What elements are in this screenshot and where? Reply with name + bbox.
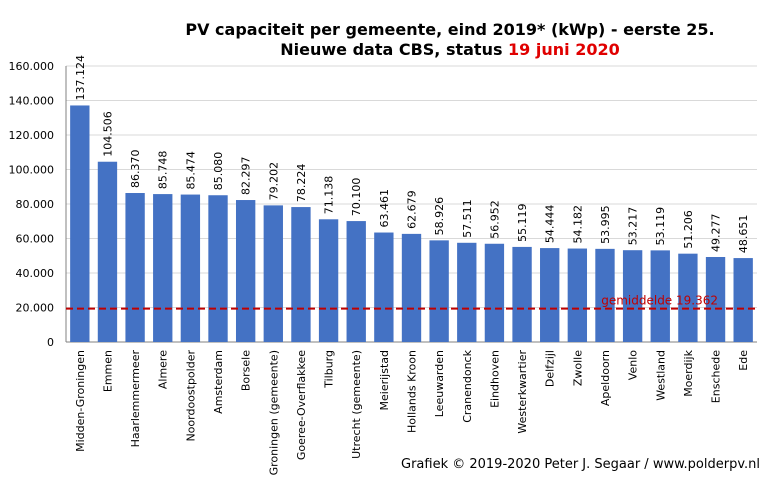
credit-text: Grafiek © 2019-2020 Peter J. Segaar / ww… bbox=[401, 457, 760, 472]
category-label: Westland bbox=[654, 350, 667, 401]
chart-title-line2-prefix: Nieuwe data CBS, status bbox=[280, 40, 508, 59]
category-label: Goeree-Overflakkee bbox=[295, 350, 308, 460]
bar bbox=[622, 250, 643, 342]
data-label: 70.100 bbox=[350, 178, 363, 217]
data-label: 85.080 bbox=[212, 152, 225, 191]
category-label: Noordoostpolder bbox=[184, 350, 197, 442]
category-label: Venlo bbox=[627, 350, 640, 380]
bar bbox=[346, 221, 366, 342]
category-label: Borsele bbox=[240, 350, 253, 391]
data-label: 104.506 bbox=[101, 111, 114, 156]
y-tick-label: 0 bbox=[47, 336, 54, 349]
data-label: 71.138 bbox=[323, 176, 336, 215]
y-tick-label: 100.000 bbox=[9, 164, 55, 177]
chart-title-date: 19 juni 2020 bbox=[508, 40, 620, 59]
data-label: 54.444 bbox=[544, 205, 557, 244]
bar bbox=[678, 253, 698, 342]
category-label: Eindhoven bbox=[488, 350, 501, 408]
bar bbox=[235, 200, 256, 342]
data-label: 55.119 bbox=[516, 203, 529, 242]
bar bbox=[97, 161, 118, 342]
data-label: 62.679 bbox=[406, 190, 419, 229]
category-label: Apeldoorn bbox=[599, 350, 612, 406]
bar bbox=[263, 205, 283, 342]
bar bbox=[70, 105, 90, 343]
bar bbox=[650, 250, 670, 342]
bar bbox=[153, 194, 173, 342]
bar bbox=[567, 248, 588, 342]
y-tick-label: 80.000 bbox=[16, 198, 55, 211]
y-axis-ticks: 0 20.000 40.000 60.000 80.000 100.000 120.000 1… bbox=[9, 60, 55, 349]
category-label: Westerkwartier bbox=[516, 350, 529, 434]
category-label: Hollands Kroon bbox=[406, 350, 419, 433]
category-label: Cranendonck bbox=[461, 349, 474, 422]
data-label: 54.182 bbox=[571, 205, 584, 244]
category-label: Amsterdam bbox=[212, 350, 225, 414]
average-label: gemiddelde 19.362 bbox=[601, 294, 718, 308]
data-label: 53.119 bbox=[654, 207, 667, 246]
bar bbox=[125, 193, 145, 342]
data-label: 63.461 bbox=[378, 189, 391, 228]
category-label: Moerdijk bbox=[682, 349, 695, 396]
category-label: Zwolle bbox=[571, 350, 584, 386]
bar bbox=[401, 233, 422, 342]
category-label: Groningen (gemeente) bbox=[267, 350, 280, 475]
bars bbox=[70, 105, 753, 343]
data-label: 79.202 bbox=[267, 162, 280, 201]
bar bbox=[208, 195, 228, 342]
category-labels: Midden-Groningen Emmen Haarlemmermeer Almer… bbox=[74, 349, 750, 475]
category-label: Emmen bbox=[101, 350, 114, 392]
data-label: 48.651 bbox=[737, 215, 750, 254]
bar bbox=[318, 219, 339, 342]
data-label: 49.277 bbox=[710, 213, 723, 252]
bar bbox=[512, 246, 532, 342]
bar bbox=[374, 232, 394, 342]
data-label: 82.297 bbox=[240, 157, 253, 196]
data-label: 85.748 bbox=[157, 151, 170, 190]
category-label: Midden-Groningen bbox=[74, 350, 87, 452]
category-label: Meierijstad bbox=[378, 350, 391, 410]
data-label: 53.995 bbox=[599, 205, 612, 244]
bar bbox=[429, 240, 449, 342]
data-label: 51.206 bbox=[682, 210, 695, 249]
y-tick-label: 120.000 bbox=[9, 129, 55, 142]
category-label: Haarlemmermeer bbox=[129, 350, 142, 448]
data-label: 56.952 bbox=[488, 200, 501, 239]
category-label: Utrecht (gemeente) bbox=[350, 350, 363, 459]
data-label: 137.124 bbox=[74, 55, 87, 101]
data-labels: 137.124 104.506 86.370 85.748 85.474 85.080 82… bbox=[74, 55, 750, 253]
y-tick-label: 140.000 bbox=[9, 95, 55, 108]
bar bbox=[705, 256, 726, 342]
bar bbox=[540, 248, 560, 342]
category-label: Ede bbox=[737, 350, 750, 371]
bar bbox=[733, 258, 753, 342]
bar bbox=[595, 248, 615, 342]
data-label: 58.926 bbox=[433, 197, 446, 236]
data-label: 78.224 bbox=[295, 164, 308, 203]
category-label: Almere bbox=[157, 350, 170, 389]
data-label: 57.511 bbox=[461, 199, 474, 238]
category-label: Leeuwarden bbox=[433, 350, 446, 417]
y-tick-label: 160.000 bbox=[9, 60, 55, 73]
chart-title-line1: PV capaciteit per gemeente, eind 2019* (… bbox=[185, 20, 714, 39]
bar bbox=[484, 243, 505, 342]
chart-title-line2: Nieuwe data CBS, status 19 juni 2020 bbox=[280, 40, 619, 59]
y-tick-label: 60.000 bbox=[16, 233, 55, 246]
data-label: 85.474 bbox=[184, 151, 197, 190]
y-tick-label: 40.000 bbox=[16, 267, 55, 280]
data-label: 53.217 bbox=[627, 207, 640, 246]
data-label: 86.370 bbox=[129, 150, 142, 189]
bar bbox=[180, 194, 201, 342]
category-label: Tilburg bbox=[323, 350, 336, 389]
category-label: Enschede bbox=[710, 350, 723, 403]
category-label: Delfzijl bbox=[544, 350, 557, 387]
y-tick-label: 20.000 bbox=[16, 302, 55, 315]
bar bbox=[457, 242, 477, 342]
bar bbox=[291, 207, 311, 342]
